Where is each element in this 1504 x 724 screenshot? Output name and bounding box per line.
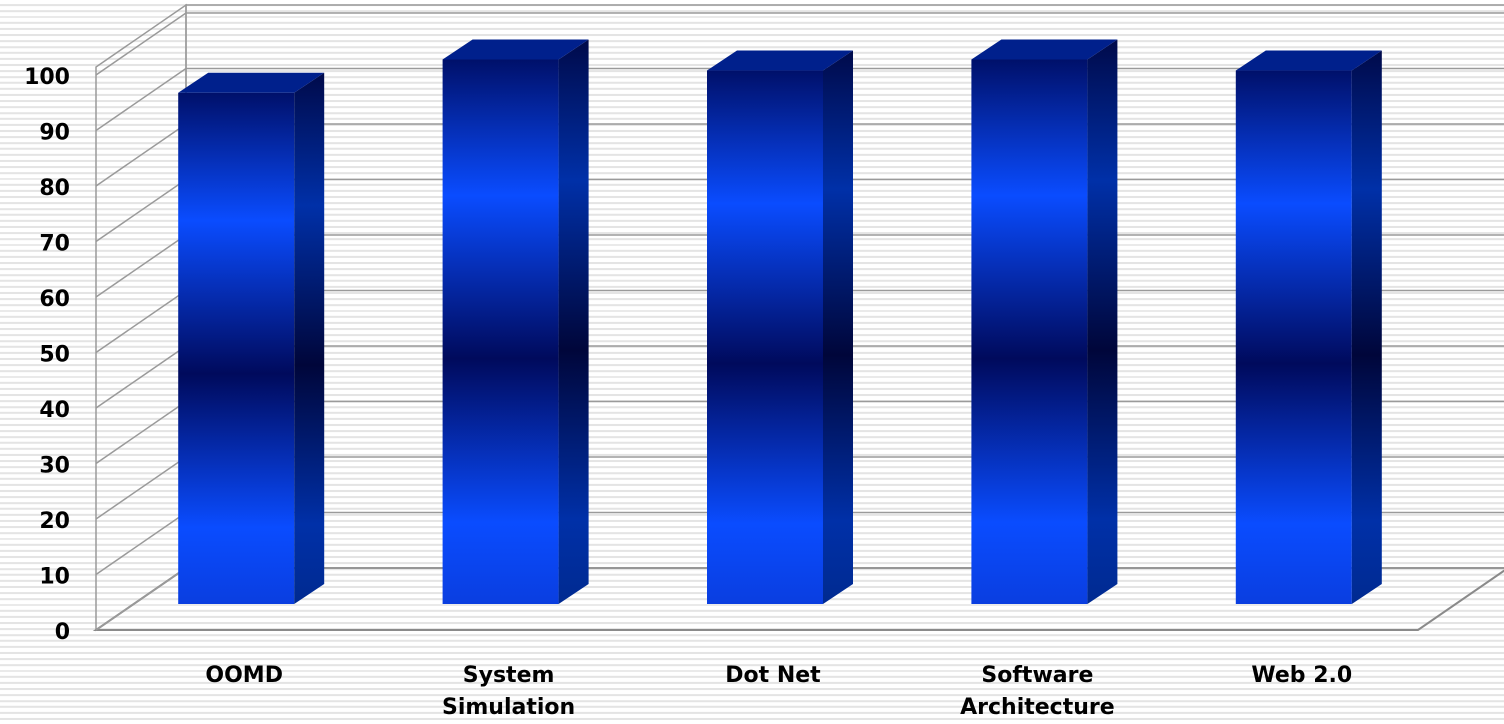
gridline-diagonal [95,567,187,631]
bar-top [442,39,589,60]
bar-side [294,72,325,604]
gridline-diagonal [95,456,187,520]
gridline-diagonal [95,345,187,409]
y-tick-label: 10 [39,565,70,590]
y-tick-label: 50 [39,343,70,368]
bar-top [971,39,1118,60]
bar-front [178,92,295,604]
bar-side [1351,50,1382,605]
bar [178,72,325,604]
gridline-diagonal [95,12,187,76]
bars [178,39,1382,605]
y-tick-label: 90 [39,121,70,146]
bar-side [823,50,853,605]
x-tick-label: Web 2.0 [1251,663,1352,688]
bar-front [1235,70,1352,605]
bar-top [178,72,325,93]
x-tick-label: Dot Net [725,663,821,688]
gridline-diagonal [95,289,187,354]
bar [442,39,589,604]
y-tick-label: 30 [39,454,70,479]
bar-side [558,39,589,604]
y-tick-label: 0 [55,620,70,645]
gridline-diagonal [95,234,187,298]
x-tick-label: System Simulation [442,663,575,720]
y-tick-label: 80 [39,176,70,201]
bar-top [707,50,853,71]
y-tick-label: 20 [39,509,70,534]
gridline-diagonal [95,67,187,132]
bar [707,50,853,605]
y-axis-ticks: 0 10 20 30 40 50 60 70 80 90 100 [24,65,70,645]
x-axis-labels: OOMD System Simulation Dot Net Software Archi… [205,663,1352,720]
bar-front [707,70,823,605]
gridline-diagonal [95,123,187,187]
gridline-diagonal [95,178,187,243]
y-tick-label: 70 [39,232,70,257]
bar [971,39,1118,604]
gridline-diagonal [95,511,187,576]
x-tick-label: Software Architecture [960,663,1115,720]
x-tick-label: OOMD [205,663,283,688]
bar-top [1235,50,1382,71]
bar-front [442,59,559,604]
gridline-diagonal [95,400,187,465]
y-tick-label: 60 [39,287,70,312]
bar-side [1087,39,1118,604]
y-tick-label: 40 [39,398,70,423]
y-tick-label: 100 [24,65,70,90]
bar [1235,50,1382,605]
bar-front [971,59,1088,604]
